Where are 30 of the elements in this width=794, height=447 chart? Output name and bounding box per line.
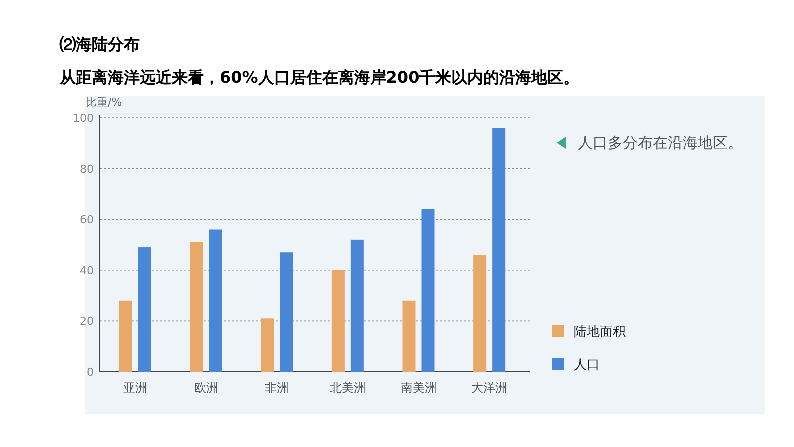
x-tick-label: 南美洲 — [400, 381, 437, 395]
text: 人口多分布在沿海地区。 — [578, 134, 743, 152]
chart-subtitle: 从距离海洋远近来看，60%人口居住在离海岸200千米以内的沿海地区。 — [59, 68, 580, 87]
legend-label: 陆地面积 — [574, 325, 626, 340]
bar — [350, 240, 364, 372]
legend-label: 人口 — [574, 358, 600, 373]
bar — [332, 270, 345, 372]
bar — [138, 248, 152, 372]
chart-title: ⑵海陆分布 — [59, 35, 140, 54]
x-tick-label: 非洲 — [265, 381, 290, 395]
bar — [422, 209, 435, 372]
x-tick-label: 亚洲 — [123, 381, 148, 395]
bar — [261, 318, 274, 372]
bar — [280, 252, 294, 372]
bar — [402, 300, 416, 372]
x-tick-label: 大洋洲 — [472, 381, 508, 395]
y-tick-label: 20 — [80, 315, 94, 328]
y-tick-label: 60 — [80, 214, 94, 227]
bar — [190, 242, 204, 372]
bar — [119, 300, 132, 372]
y-axis-title: 比重/% — [86, 96, 122, 109]
y-tick-label: 80 — [80, 162, 94, 176]
x-tick-label: 欧洲 — [194, 381, 218, 395]
x-tick-label: 北美洲 — [330, 381, 366, 395]
y-tick-label: 0 — [87, 366, 94, 379]
bar — [474, 255, 487, 372]
bar — [492, 128, 506, 372]
y-tick-label: 40 — [80, 264, 94, 278]
bar — [209, 230, 222, 372]
y-tick-label: 100 — [73, 112, 94, 125]
